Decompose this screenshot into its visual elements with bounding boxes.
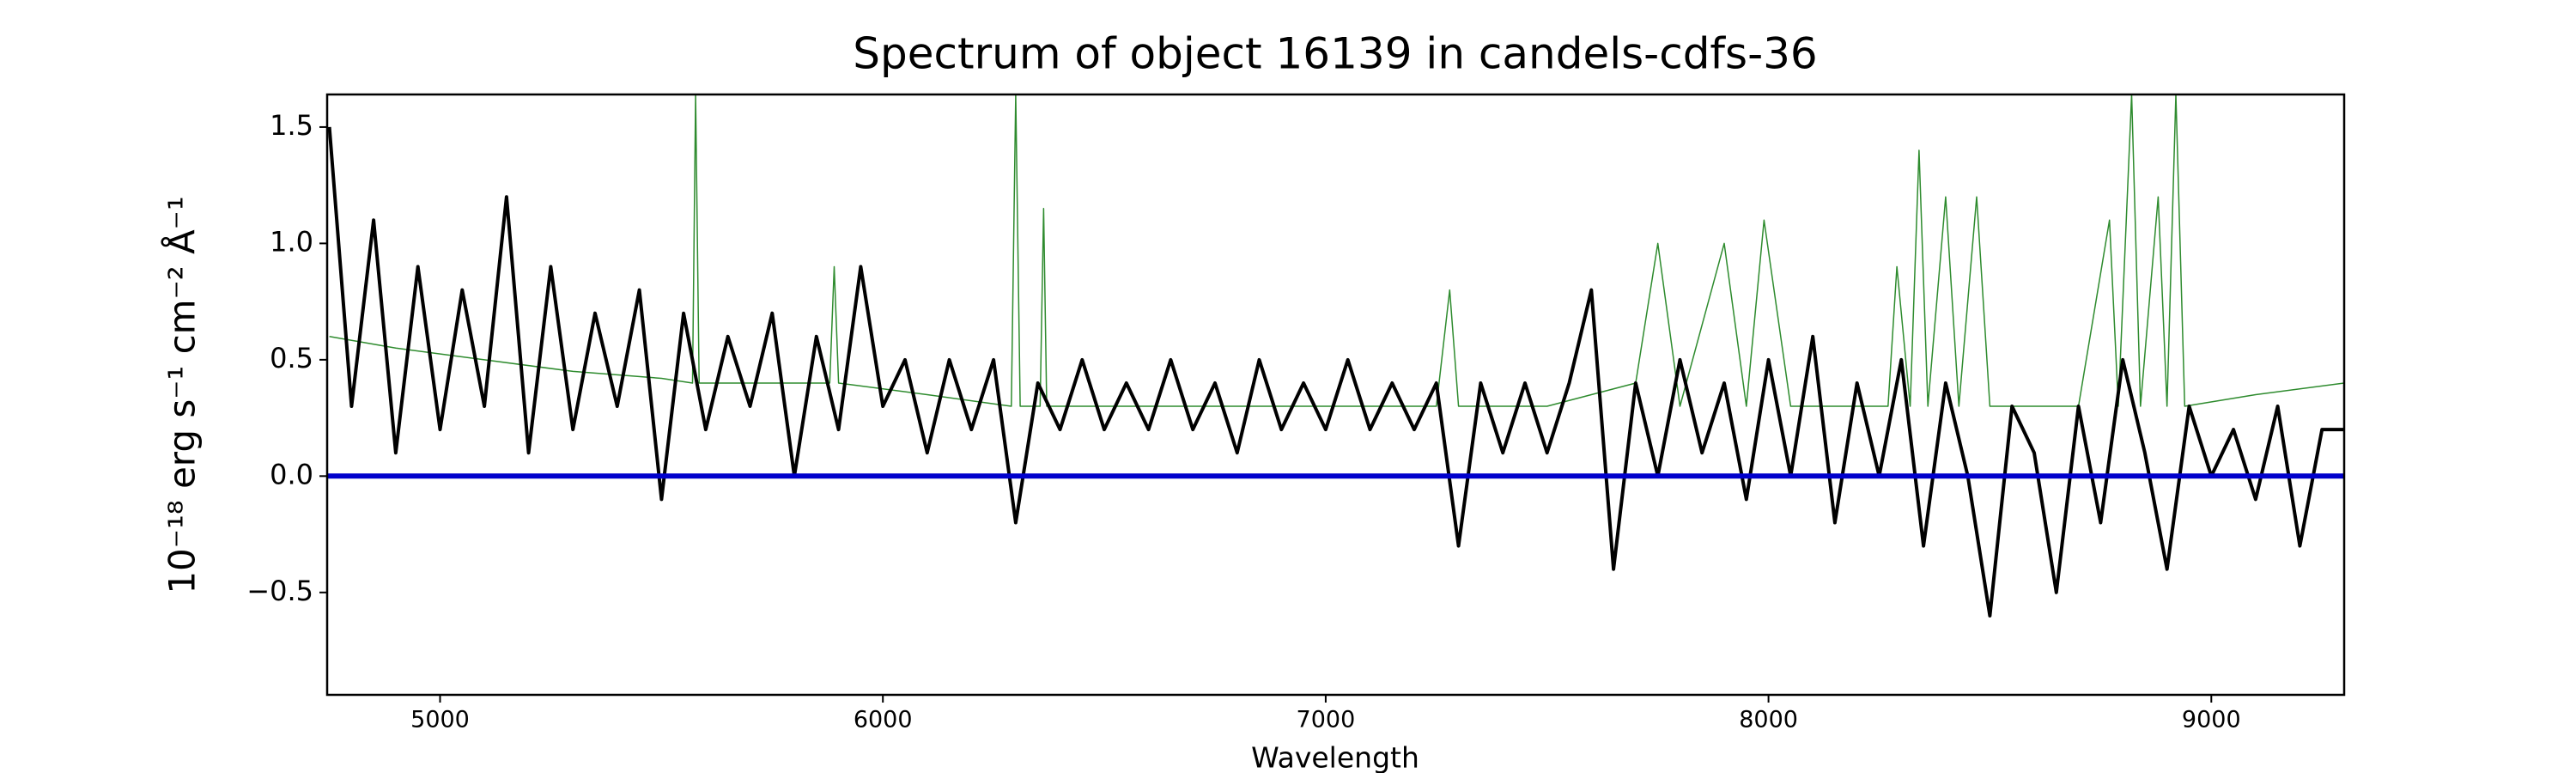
y-axis-label: 10⁻¹⁸ erg s⁻¹ cm⁻² Å⁻¹ [161, 196, 204, 593]
plot-area [327, 94, 2344, 618]
x-tick-label: 7000 [1297, 707, 1356, 733]
y-tick-label: −0.5 [246, 575, 313, 607]
x-tick-label: 9000 [2182, 707, 2241, 733]
y-tick-label: 1.0 [270, 225, 313, 258]
spectrum-line [329, 94, 2344, 407]
y-tick-label: 1.5 [270, 109, 313, 142]
x-axis-label: Wavelength [1251, 741, 1419, 773]
chart-title: Spectrum of object 16139 in candels-cdfs… [853, 29, 1818, 79]
spectrum-line [327, 126, 2344, 618]
y-tick-label: 0.5 [270, 342, 313, 374]
x-tick-label: 5000 [410, 707, 470, 733]
x-tick-label: 6000 [854, 707, 913, 733]
y-tick-label: 0.0 [270, 458, 313, 490]
x-tick-label: 8000 [1739, 707, 1798, 733]
axes-frame [325, 93, 2346, 697]
